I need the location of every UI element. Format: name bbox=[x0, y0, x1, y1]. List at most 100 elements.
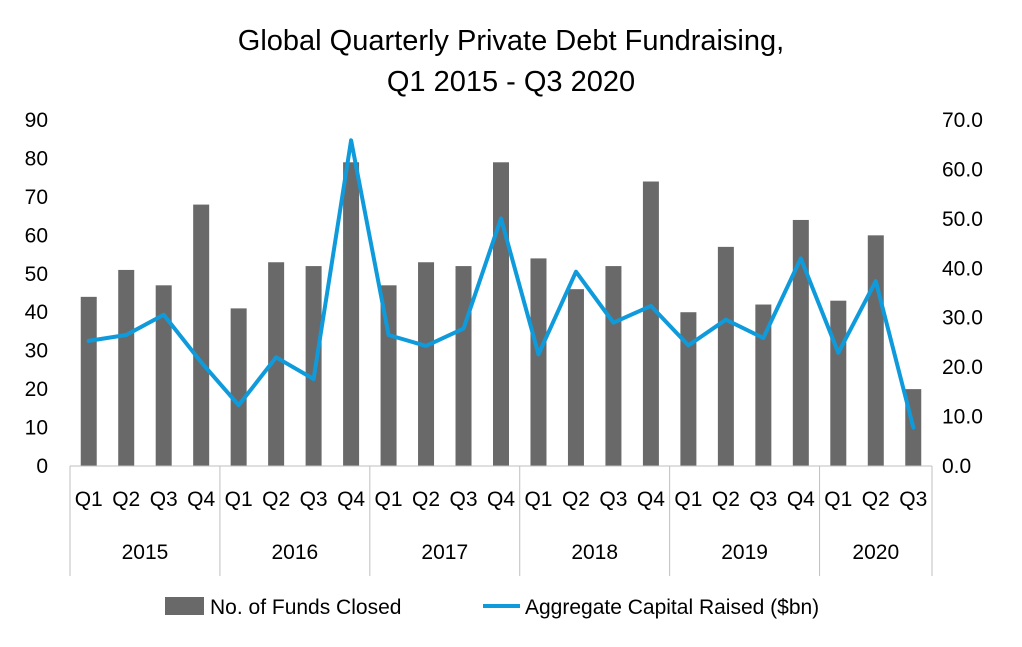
right-axis-tick-label: 30.0 bbox=[942, 307, 983, 330]
x-group-label: 2016 bbox=[272, 541, 319, 564]
x-tick-label: Q4 bbox=[487, 488, 515, 511]
bar bbox=[567, 289, 584, 466]
x-group-label: 2015 bbox=[122, 541, 169, 564]
line-point bbox=[425, 345, 427, 347]
line-point bbox=[88, 340, 90, 342]
line-point bbox=[800, 257, 802, 259]
bar bbox=[418, 262, 435, 466]
line-point bbox=[687, 344, 689, 346]
bar bbox=[642, 181, 659, 466]
bar bbox=[380, 285, 397, 466]
left-axis-tick-label: 90 bbox=[25, 109, 48, 132]
left-axis-tick-label: 80 bbox=[25, 147, 48, 170]
left-axis-tick-label: 30 bbox=[25, 340, 48, 363]
x-tick-label: Q2 bbox=[562, 488, 590, 511]
left-axis-tick-label: 40 bbox=[25, 301, 48, 324]
line-point bbox=[200, 361, 202, 363]
right-axis-tick-label: 20.0 bbox=[942, 356, 983, 379]
bar bbox=[530, 258, 547, 466]
x-group-label: 2019 bbox=[721, 541, 768, 564]
x-tick-label: Q3 bbox=[749, 488, 777, 511]
line-point bbox=[500, 217, 502, 219]
bar bbox=[755, 304, 772, 466]
x-tick-label: Q3 bbox=[450, 488, 478, 511]
line-point bbox=[725, 319, 727, 321]
line-point bbox=[837, 352, 839, 354]
axes: 0 10 20 30 40 50 60 70 80 90 0.0 10.0 20.0 30.0 40.0 50… bbox=[25, 109, 983, 576]
bar bbox=[80, 296, 97, 466]
line-point bbox=[313, 378, 315, 380]
bar bbox=[455, 266, 472, 466]
x-tick-label: Q4 bbox=[187, 488, 215, 511]
x-tick-label: Q1 bbox=[674, 488, 702, 511]
x-group-label: 2017 bbox=[421, 541, 468, 564]
bar bbox=[118, 269, 135, 466]
line-point bbox=[575, 271, 577, 273]
x-tick-label: Q2 bbox=[112, 488, 140, 511]
right-axis-tick-label: 70.0 bbox=[942, 109, 983, 132]
line-point bbox=[350, 139, 352, 141]
left-axis-tick-label: 60 bbox=[25, 224, 48, 247]
plot-area bbox=[80, 138, 922, 467]
x-tick-label: Q1 bbox=[824, 488, 852, 511]
line-point bbox=[125, 334, 127, 336]
bar bbox=[193, 204, 210, 467]
bar bbox=[155, 285, 172, 466]
left-axis-tick-label: 70 bbox=[25, 186, 48, 209]
x-tick-label: Q2 bbox=[412, 488, 440, 511]
line-point bbox=[612, 322, 614, 324]
x-tick-label: Q1 bbox=[225, 488, 253, 511]
x-tick-label: Q4 bbox=[787, 488, 815, 511]
bar bbox=[680, 312, 697, 466]
x-tick-label: Q1 bbox=[75, 488, 103, 511]
x-tick-label: Q1 bbox=[375, 488, 403, 511]
bar bbox=[605, 266, 622, 466]
chart-subtitle: Q1 2015 - Q3 2020 bbox=[387, 66, 635, 98]
bar bbox=[230, 308, 247, 466]
line-point bbox=[388, 334, 390, 336]
right-axis-tick-label: 10.0 bbox=[942, 406, 983, 429]
x-tick-label: Q2 bbox=[262, 488, 290, 511]
x-tick-label: Q3 bbox=[599, 488, 627, 511]
x-tick-label: Q3 bbox=[899, 488, 927, 511]
legend-label: No. of Funds Closed bbox=[210, 596, 401, 619]
bar bbox=[493, 162, 509, 467]
right-axis-tick-label: 0.0 bbox=[942, 455, 971, 478]
right-axis-tick-label: 60.0 bbox=[942, 158, 983, 181]
x-group-label: 2020 bbox=[852, 541, 899, 564]
x-tick-label: Q4 bbox=[637, 488, 665, 511]
line-point bbox=[912, 426, 914, 428]
line-point bbox=[537, 353, 539, 355]
line-point bbox=[650, 305, 652, 307]
x-tick-label: Q4 bbox=[337, 488, 365, 511]
left-axis-tick-label: 20 bbox=[25, 378, 48, 401]
bar bbox=[343, 162, 360, 467]
x-tick-label: Q2 bbox=[712, 488, 740, 511]
bar bbox=[792, 219, 809, 466]
bar bbox=[867, 235, 884, 466]
line-point bbox=[762, 337, 764, 339]
bar bbox=[268, 262, 285, 466]
legend-swatch-bar bbox=[165, 597, 204, 615]
line-point bbox=[163, 314, 165, 316]
left-axis-tick-label: 10 bbox=[25, 417, 48, 440]
bar bbox=[717, 246, 734, 466]
x-tick-label: Q1 bbox=[524, 488, 552, 511]
legend-label: Aggregate Capital Raised ($bn) bbox=[525, 596, 819, 619]
right-axis-tick-label: 50.0 bbox=[942, 208, 983, 231]
legend: No. of Funds Closed Aggregate Capital Rai… bbox=[165, 596, 819, 619]
x-tick-label: Q3 bbox=[300, 488, 328, 511]
line-point bbox=[463, 328, 465, 330]
left-axis-tick-label: 50 bbox=[25, 263, 48, 286]
right-axis-tick-label: 40.0 bbox=[942, 257, 983, 280]
chart-title: Global Quarterly Private Debt Fundraisin… bbox=[238, 25, 784, 57]
x-tick-label: Q3 bbox=[150, 488, 178, 511]
x-tick-label: Q2 bbox=[862, 488, 890, 511]
x-group-label: 2018 bbox=[571, 541, 618, 564]
line-point bbox=[275, 356, 277, 358]
left-axis-tick-label: 0 bbox=[36, 455, 48, 478]
line-point bbox=[238, 404, 240, 406]
bar bbox=[305, 266, 322, 466]
